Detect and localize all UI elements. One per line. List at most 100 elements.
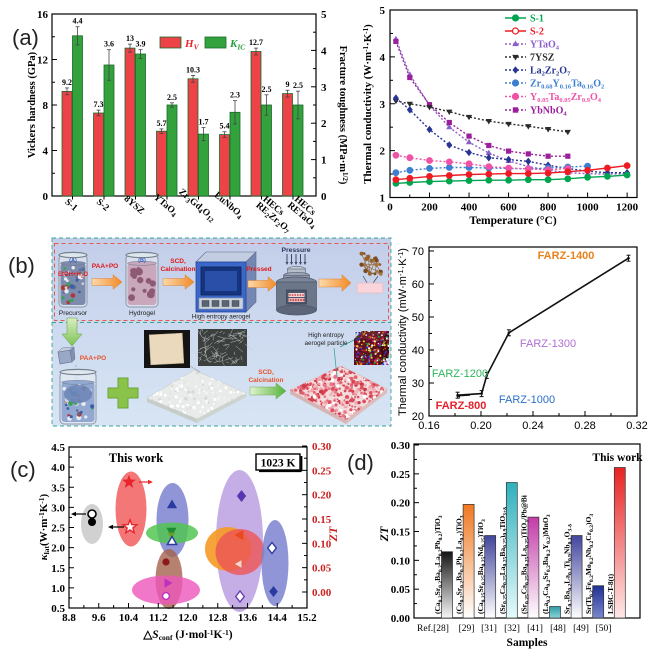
svg-text:0: 0	[43, 191, 49, 203]
svg-text:△Sconf (J·mol-1K-1): △Sconf (J·mol-1K-1)	[142, 628, 232, 642]
svg-text:7.3: 7.3	[94, 100, 104, 109]
svg-text:0.32: 0.32	[626, 420, 647, 432]
svg-text:EtOH+H2O: EtOH+H2O	[58, 272, 88, 279]
svg-text:1: 1	[321, 155, 327, 167]
svg-text:High entropy: High entropy	[308, 332, 345, 339]
svg-text:FARZ-1400: FARZ-1400	[538, 250, 595, 262]
svg-text:1.5: 1.5	[51, 563, 65, 575]
svg-text:4: 4	[380, 52, 386, 64]
svg-text:S-1: S-1	[530, 14, 544, 25]
svg-text:10.4: 10.4	[119, 612, 139, 624]
svg-text:[29]: [29]	[459, 624, 475, 634]
svg-text:3.6: 3.6	[104, 40, 114, 49]
svg-text:1: 1	[380, 193, 386, 205]
svg-text:0.15: 0.15	[312, 514, 332, 526]
svg-text:400: 400	[461, 202, 478, 214]
svg-text:70: 70	[412, 246, 424, 258]
svg-text:(c): (c)	[10, 457, 36, 482]
svg-text:[48]: [48]	[550, 624, 566, 634]
svg-text:16: 16	[37, 9, 49, 21]
svg-text:Sr0.7​Ba0.2​La0.1​Ti0.9​Nb0.1​: Sr0.7​Ba0.2​La0.1​Ti0.9​Nb0.1​O3-δ​	[563, 524, 574, 614]
svg-text:12.0: 12.0	[178, 612, 198, 624]
svg-text:0.20: 0.20	[391, 498, 411, 510]
svg-text:0.30: 0.30	[391, 440, 411, 452]
svg-text:PAA+PO: PAA+PO	[80, 355, 106, 362]
svg-text:3: 3	[380, 99, 386, 111]
svg-text:20: 20	[412, 411, 424, 423]
svg-text:S-2: S-2	[530, 27, 544, 38]
svg-text:5: 5	[321, 9, 327, 21]
svg-text:8.8: 8.8	[62, 612, 76, 624]
svg-text:(Ca0.2​Sr0.2​Ba0.2​La0.2​Pb0.2: (Ca0.2​Sr0.2​Ba0.2​La0.2​Pb0.2​)TiO3​	[433, 515, 444, 614]
svg-text:9: 9	[286, 80, 290, 89]
svg-text:4.0: 4.0	[51, 462, 65, 474]
svg-text:40: 40	[412, 345, 424, 357]
svg-text:1200: 1200	[616, 202, 639, 214]
svg-text:aerogel particle: aerogel particle	[304, 340, 348, 347]
svg-text:[32]: [32]	[504, 624, 520, 634]
svg-text:Zr0.68​Y0.16​Ta0.16​O2​: Zr0.68​Y0.16​Ta0.16​O2​	[530, 79, 604, 91]
svg-text:Y0.05​Ta0.05​Zr0.9​O4​: Y0.05​Ta0.05​Zr0.9​O4​	[530, 92, 602, 104]
svg-text:14.4: 14.4	[268, 612, 288, 624]
svg-text:Vickers hardness (GPa): Vickers hardness (GPa)	[27, 51, 38, 158]
svg-text:2.0: 2.0	[51, 543, 65, 555]
svg-text:FARZ-1200: FARZ-1200	[432, 368, 488, 380]
svg-text:7YSZ: 7YSZ	[530, 53, 555, 64]
svg-text:FARZ-1000: FARZ-1000	[499, 394, 555, 406]
svg-text:1.7: 1.7	[199, 118, 209, 127]
svg-text:13.6: 13.6	[238, 612, 258, 624]
svg-text:κlat(W·m-1K-1): κlat(W·m-1K-1)	[37, 493, 51, 560]
svg-text:SCD,: SCD,	[258, 369, 274, 376]
svg-text:LSBC-T-8(t): LSBC-T-8(t)	[606, 573, 615, 614]
svg-text:(A): (A)	[69, 258, 77, 264]
svg-text:[49]: [49]	[573, 624, 589, 634]
svg-text:1.0: 1.0	[51, 583, 65, 595]
svg-text:3.5: 3.5	[51, 482, 65, 494]
svg-text:30: 30	[412, 378, 424, 390]
svg-text:15.2: 15.2	[297, 612, 317, 624]
svg-text:[50]: [50]	[596, 624, 612, 634]
svg-text:2: 2	[380, 146, 386, 158]
svg-text:Zr3​Gd4​O12​: Zr3​Gd4​O12​	[176, 187, 218, 225]
svg-text:(Ca0.25​Sr0.25​Ba0.25​Nd0.25​): (Ca0.25​Sr0.25​Ba0.25​Nd0.25​)TiO3​	[476, 519, 487, 614]
svg-text:0.05: 0.05	[312, 563, 332, 575]
svg-text:Thermal conductivity (W·m-1​·K: Thermal conductivity (W·m-1​·K-1)	[362, 24, 374, 184]
svg-text:0.20: 0.20	[312, 490, 332, 502]
svg-text:0.10: 0.10	[312, 538, 332, 550]
svg-text:2.5: 2.5	[167, 93, 177, 102]
svg-text:4.5: 4.5	[51, 442, 65, 454]
svg-text:60: 60	[412, 279, 424, 291]
svg-text:50: 50	[412, 312, 424, 324]
svg-text:Temperature (°C): Temperature (°C)	[469, 215, 556, 227]
svg-text:2.5: 2.5	[293, 81, 303, 90]
svg-text:Calcination: Calcination	[160, 266, 195, 273]
svg-text:800: 800	[540, 202, 557, 214]
svg-text:2.3: 2.3	[230, 91, 240, 100]
svg-text:13: 13	[126, 34, 134, 43]
svg-text:0.25: 0.25	[391, 469, 411, 481]
svg-text:9.2: 9.2	[62, 78, 72, 87]
svg-text:0: 0	[387, 202, 393, 214]
svg-text:4.4: 4.4	[73, 17, 83, 26]
svg-text:YTaO4​: YTaO4​	[530, 40, 560, 52]
svg-text:5.7: 5.7	[157, 119, 167, 128]
svg-text:4: 4	[43, 146, 49, 158]
svg-text:ZT: ZT	[377, 526, 391, 542]
svg-text:2.5: 2.5	[262, 85, 272, 94]
svg-text:This work: This work	[592, 452, 643, 464]
svg-text:ZT: ZT	[326, 526, 340, 542]
svg-text:Pressure: Pressure	[281, 247, 310, 254]
svg-text:11.2: 11.2	[149, 612, 168, 624]
svg-text:12.8: 12.8	[208, 612, 228, 624]
svg-text:High entropy aerogel: High entropy aerogel	[192, 314, 250, 321]
svg-text:Ref.[28]: Ref.[28]	[417, 623, 449, 634]
svg-text:This work: This work	[109, 451, 164, 465]
svg-text:2.5: 2.5	[51, 523, 65, 535]
svg-text:[41]: [41]	[527, 624, 543, 634]
svg-text:5: 5	[380, 5, 386, 17]
svg-text:Hydrogel: Hydrogel	[129, 310, 156, 317]
svg-text:0.5: 0.5	[51, 603, 65, 615]
svg-text:Samples: Samples	[507, 637, 548, 649]
svg-text:5.4: 5.4	[220, 122, 230, 131]
svg-text:9.6: 9.6	[92, 612, 106, 624]
